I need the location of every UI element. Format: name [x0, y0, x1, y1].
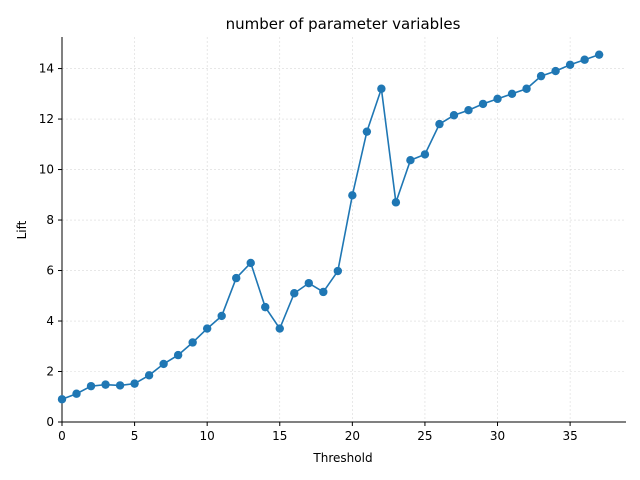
grid-layer: [61, 37, 626, 423]
y-tick-label: 14: [39, 62, 54, 76]
x-axis-label: Threshold: [312, 451, 372, 465]
data-point: [144, 371, 154, 380]
data-point: [362, 127, 372, 136]
data-point: [406, 156, 415, 165]
data-point: [57, 395, 67, 404]
data-point: [594, 50, 604, 59]
data-point: [348, 191, 357, 200]
x-tick-label: 15: [272, 429, 287, 443]
y-tick-label: 10: [39, 163, 54, 177]
data-point: [261, 302, 270, 312]
y-tick-label: 8: [46, 213, 54, 227]
x-tick-label: 30: [490, 429, 505, 443]
data-point: [130, 379, 139, 388]
x-tick-label: 10: [200, 429, 215, 443]
data-point: [493, 94, 502, 104]
y-tick-label: 12: [39, 112, 54, 126]
data-point: [86, 381, 96, 391]
data-point: [319, 287, 328, 297]
x-tick-label: 5: [131, 429, 139, 443]
data-point: [217, 311, 226, 321]
data-point: [551, 66, 560, 76]
y-tick-label: 4: [46, 314, 54, 328]
data-point: [464, 106, 473, 115]
data-point: [435, 119, 444, 129]
data-point: [507, 89, 517, 99]
data-point: [522, 84, 531, 93]
data-point: [449, 111, 459, 120]
x-tick-label: 20: [345, 429, 360, 443]
data-point: [377, 84, 386, 93]
x-tick-label: 25: [417, 429, 432, 443]
data-point: [478, 99, 488, 109]
ticks-layer: 0 5 10 15 20 25 30 35 0 2 4 6 8 10 12 14: [39, 62, 578, 443]
data-point: [275, 324, 284, 333]
data-point: [391, 198, 401, 207]
x-tick-label: 0: [58, 429, 66, 443]
data-point: [536, 71, 546, 81]
chart-title: number of parameter variables: [226, 15, 461, 33]
data-point: [173, 350, 183, 360]
data-point: [565, 60, 575, 69]
y-tick-label: 0: [46, 415, 54, 429]
y-tick-label: 6: [46, 264, 54, 278]
data-point: [246, 258, 255, 268]
series-line: [61, 53, 600, 401]
data-point: [580, 55, 589, 64]
data-point: [72, 389, 81, 398]
data-point: [290, 289, 299, 298]
data-point: [333, 266, 343, 276]
data-point: [202, 324, 212, 333]
data-point: [101, 380, 110, 389]
y-tick-label: 2: [46, 365, 54, 379]
data-point: [188, 338, 197, 347]
data-point: [232, 273, 241, 283]
y-axis-label: Lift: [15, 220, 29, 239]
series-layer: [57, 50, 604, 404]
x-tick-label: 35: [562, 429, 577, 443]
data-point: [304, 278, 313, 288]
data-point: [115, 381, 125, 390]
data-point: [159, 359, 168, 369]
data-point: [420, 150, 430, 159]
